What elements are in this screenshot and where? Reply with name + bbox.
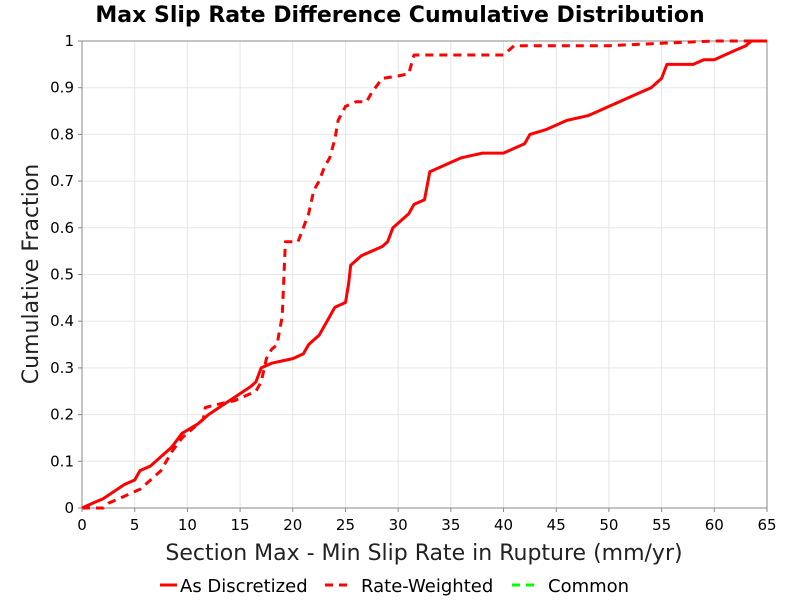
y-tick-label: 0.3 [50, 359, 74, 377]
legend: As Discretized Rate-Weighted Common [160, 576, 629, 597]
x-tick-label: 10 [178, 516, 197, 534]
x-tick-label: 65 [757, 516, 776, 534]
y-tick-label: 0.9 [50, 79, 74, 97]
y-tick-label: 0.2 [50, 406, 74, 424]
legend-label: As Discretized [180, 576, 308, 597]
series-line-as-discretized [81, 39, 767, 510]
y-axis-label: Cumulative Fraction [19, 164, 44, 384]
x-axis-label: Section Max - Min Slip Rate in Rupture (… [165, 541, 682, 566]
y-tick-label: 0.6 [50, 219, 74, 237]
x-tick-label: 25 [336, 516, 355, 534]
x-tick-label: 30 [389, 516, 408, 534]
series-layer [81, 39, 767, 510]
x-tick-label: 15 [231, 516, 250, 534]
x-tick-label: 20 [283, 516, 302, 534]
x-tick-label: 40 [494, 516, 513, 534]
y-tick-label: 0.1 [50, 452, 74, 470]
x-tick-label: 60 [705, 516, 724, 534]
x-tick-label: 35 [441, 516, 460, 534]
y-tick-label: 0.4 [50, 312, 74, 330]
x-tick-label: 5 [130, 516, 140, 534]
x-tick-label: 0 [77, 516, 87, 534]
x-tick-label: 55 [652, 516, 671, 534]
y-tick-label: 0.8 [50, 125, 74, 143]
chart-title: Max Slip Rate Difference Cumulative Dist… [95, 3, 704, 28]
legend-label: Rate-Weighted [361, 576, 493, 597]
x-tick-label: 50 [599, 516, 618, 534]
legend-label: Common [548, 576, 629, 597]
series-line-rate-weighted [82, 39, 767, 510]
tick-labels: 0 5 10 15 20 25 30 35 40 45 50 55 60 65 0 0.1 0.2 0.3 0.4 0… [50, 32, 776, 534]
y-tick-label: 0.5 [50, 266, 74, 284]
y-tick-label: 1 [64, 32, 74, 50]
y-tick-label: 0 [64, 499, 74, 517]
x-tick-label: 45 [547, 516, 566, 534]
y-tick-label: 0.7 [50, 172, 74, 190]
grid [81, 40, 768, 509]
